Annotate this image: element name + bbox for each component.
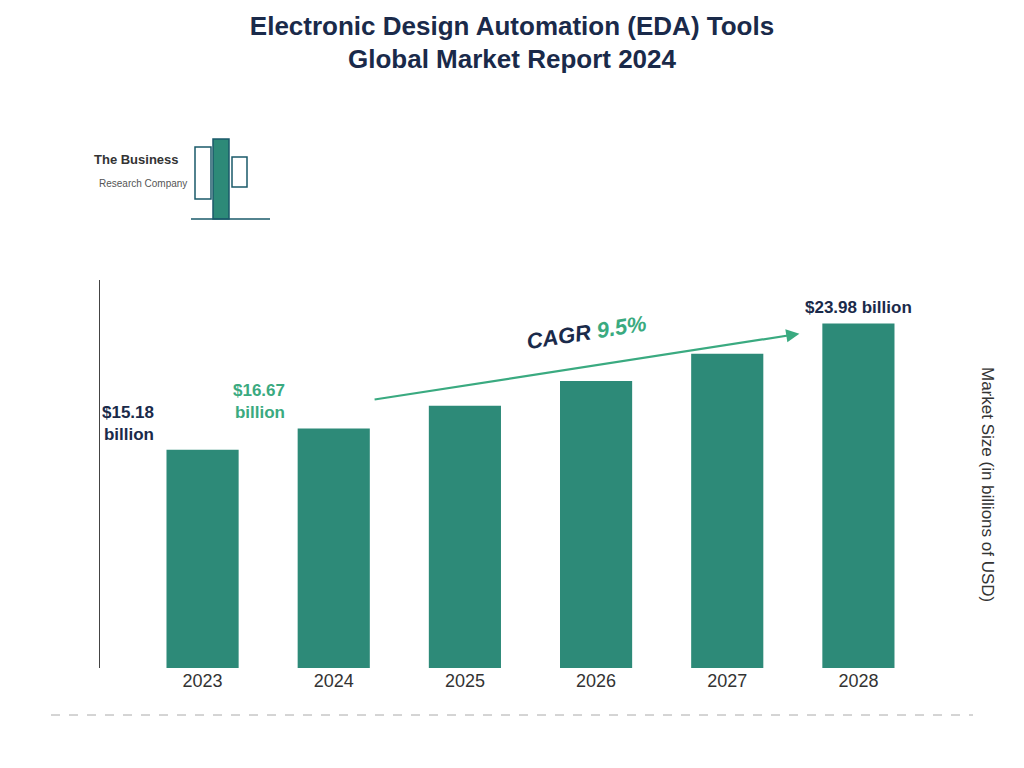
svg-text:2026: 2026 <box>576 671 616 691</box>
svg-text:CAGR 9.5%: CAGR 9.5% <box>525 311 648 355</box>
svg-text:2023: 2023 <box>183 671 223 691</box>
svg-text:Research Company: Research Company <box>99 178 187 189</box>
svg-text:2027: 2027 <box>707 671 747 691</box>
svg-text:2025: 2025 <box>445 671 485 691</box>
svg-text:Market Size (in billions of US: Market Size (in billions of USD) <box>978 367 997 602</box>
svg-text:2028: 2028 <box>838 671 878 691</box>
svg-text:$16.67billion: $16.67billion <box>233 381 285 422</box>
svg-text:Electronic Design Automation (: Electronic Design Automation (EDA) Tools… <box>250 11 774 75</box>
svg-text:2024: 2024 <box>314 671 354 691</box>
svg-text:The Business: The Business <box>94 152 179 167</box>
svg-text:$15.18billion: $15.18billion <box>102 403 154 444</box>
svg-text:$23.98 billion: $23.98 billion <box>805 298 912 317</box>
